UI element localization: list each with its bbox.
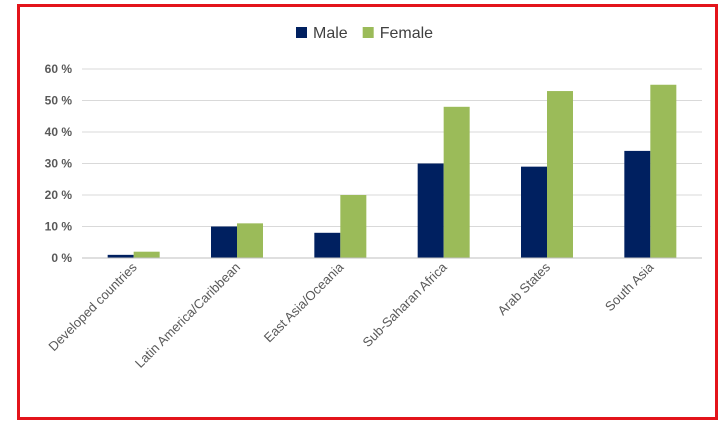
bar-male (211, 226, 237, 258)
bar-female (443, 106, 470, 258)
y-tick-label: 20 % (45, 188, 73, 202)
bar-female (650, 84, 677, 258)
legend-swatch (296, 27, 307, 38)
bar-male (417, 163, 444, 258)
bar-female (340, 195, 367, 258)
bar-male (624, 150, 651, 258)
y-tick-label: 10 % (45, 220, 73, 234)
category-label: South Asia (602, 259, 657, 314)
legend-label: Male (313, 25, 348, 42)
bars (107, 84, 677, 258)
category-label: East Asia/Oceania (261, 259, 347, 345)
y-tick-label: 30 % (45, 157, 73, 171)
chart-frame (17, 4, 718, 420)
legend-label: Female (380, 25, 433, 42)
category-label: Latin America/Caribbean (132, 260, 243, 371)
bar-male (314, 232, 341, 258)
gridlines (82, 68, 702, 227)
category-label: Sub-Saharan Africa (359, 259, 450, 350)
y-tick-label: 60 % (45, 62, 73, 76)
legend: Male Female (296, 25, 433, 42)
bar-male (521, 166, 547, 258)
category-label: Developed countries (45, 259, 140, 354)
y-tick-label: 40 % (45, 125, 73, 139)
legend-swatch (362, 27, 374, 38)
y-axis-ticks: 0 % 10 % 20 % 30 % 40 % 50 % 60 % (45, 62, 73, 265)
y-tick-label: 0 % (51, 251, 72, 265)
category-label: Arab States (494, 259, 553, 318)
bar-female (237, 223, 263, 258)
bar-male (107, 254, 134, 258)
bar-female (133, 251, 160, 258)
bar-female (547, 91, 573, 258)
y-tick-label: 50 % (45, 94, 73, 108)
